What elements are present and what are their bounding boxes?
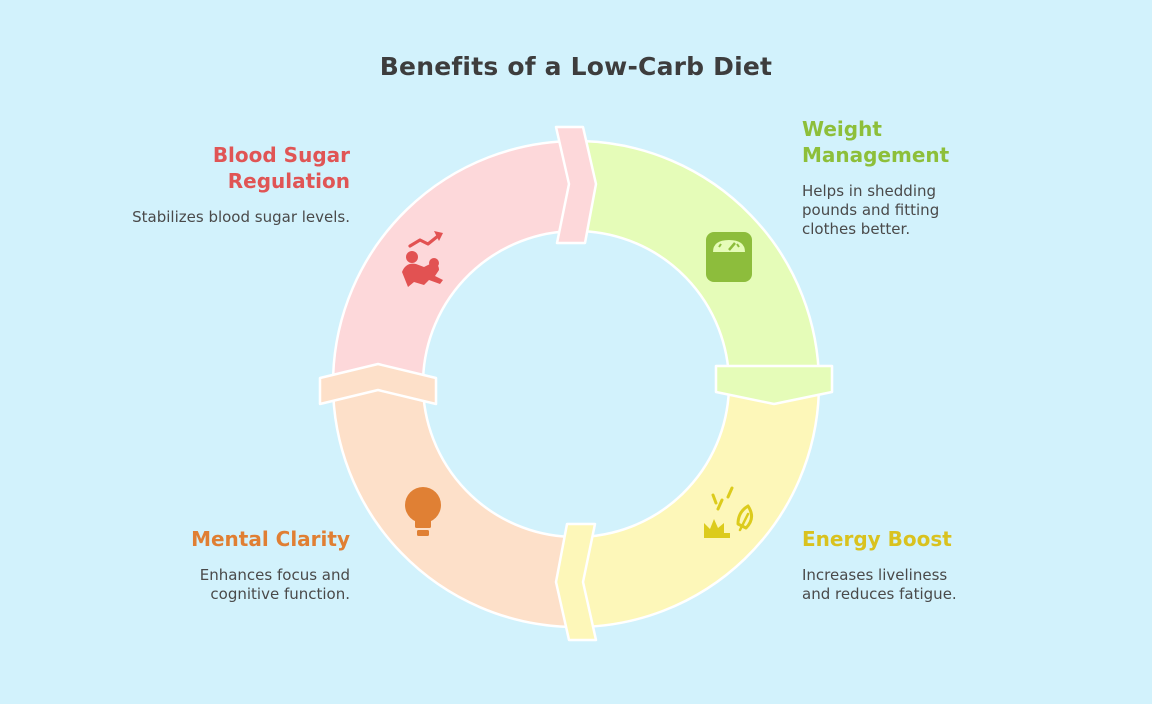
energy-arrow [554,522,598,642]
mental-arrow [318,362,438,406]
blood-sugar-label: Blood Sugar Regulation Stabilizes blood … [110,142,350,227]
mental-clarity-description: Enhances focus and cognitive function. [199,566,350,603]
weight-management-description: Helps in shedding pounds and fitting clo… [802,182,940,238]
weight-title-line2: Management [802,143,950,167]
blood-sugar-description: Stabilizes blood sugar levels. [132,208,350,226]
weight-title-line1: Weight [802,117,882,141]
energy-segment [574,388,821,629]
energy-boost-description: Increases liveliness and reduces fatigue… [802,566,957,603]
blood-sugar-title-line2: Regulation [227,169,350,193]
energy-burst-icon [704,486,753,538]
mental-segment [331,382,572,629]
blood-sugar-title: Blood Sugar Regulation [110,142,350,194]
weight-management-label: Weight Management Helps in shedding poun… [802,116,1042,239]
lightbulb-icon [405,487,441,536]
blood-sugar-segment [331,139,578,380]
weight-scale-icon [706,232,752,282]
blood-sugar-trend-icon [402,231,443,287]
diagram-title: Benefits of a Low-Carb Diet [379,52,773,81]
blood-sugar-arrow [554,125,598,245]
weight-arrow [714,364,834,406]
energy-boost-title: Energy Boost [802,527,952,551]
mental-clarity-title: Mental Clarity [191,527,350,551]
mental-clarity-label: Mental Clarity Enhances focus and cognit… [110,526,350,604]
weight-management-title: Weight Management [802,116,1042,168]
weight-segment [580,139,821,386]
blood-sugar-title-line1: Blood Sugar [212,143,350,167]
energy-boost-label: Energy Boost Increases liveliness and re… [802,526,1042,604]
